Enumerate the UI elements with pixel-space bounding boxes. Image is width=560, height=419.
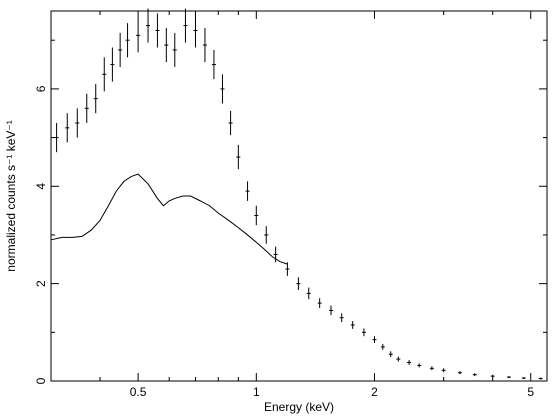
plot-frame [50, 10, 548, 382]
x-axis-ticks: 0.5 1 2 5 [99, 11, 534, 399]
x-axis-label: Energy (keV) [264, 400, 334, 414]
y-axis-label: normalized counts s⁻¹ keV⁻¹ [4, 120, 18, 271]
y-tick-label: 0 [34, 377, 48, 384]
y-tick-label: 4 [34, 183, 48, 190]
x-tick-label: 1 [253, 385, 260, 399]
y-tick-label: 6 [34, 85, 48, 92]
x-tick-label: 2 [371, 385, 378, 399]
x-tick-label: 0.5 [130, 385, 147, 399]
y-axis-ticks: 0 2 4 6 [34, 39, 547, 384]
x-tick-label: 5 [527, 385, 534, 399]
chart-marks [50, 8, 543, 380]
model-line [50, 173, 288, 265]
y-tick-label: 2 [34, 280, 48, 287]
